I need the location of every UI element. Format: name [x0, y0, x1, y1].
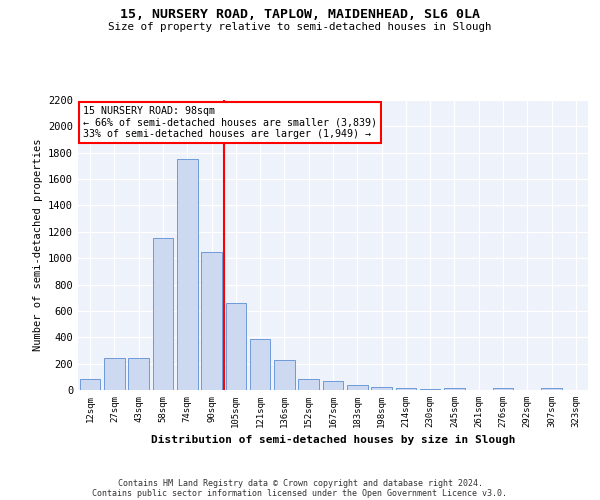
Text: 15, NURSERY ROAD, TAPLOW, MAIDENHEAD, SL6 0LA: 15, NURSERY ROAD, TAPLOW, MAIDENHEAD, SL… [120, 8, 480, 20]
Bar [493, 388, 514, 390]
Bar [152, 238, 173, 390]
Bar [395, 388, 416, 390]
Bar [201, 252, 222, 390]
Bar [128, 358, 149, 390]
Bar [80, 380, 100, 390]
Bar [347, 386, 368, 390]
Bar [274, 360, 295, 390]
X-axis label: Distribution of semi-detached houses by size in Slough: Distribution of semi-detached houses by … [151, 436, 515, 446]
Bar [226, 303, 246, 390]
Bar [177, 160, 197, 390]
Bar [250, 338, 271, 390]
Text: 15 NURSERY ROAD: 98sqm
← 66% of semi-detached houses are smaller (3,839)
33% of : 15 NURSERY ROAD: 98sqm ← 66% of semi-det… [83, 106, 377, 139]
Bar [298, 380, 319, 390]
Bar [444, 388, 465, 390]
Y-axis label: Number of semi-detached properties: Number of semi-detached properties [32, 138, 43, 352]
Text: Contains HM Land Registry data © Crown copyright and database right 2024.: Contains HM Land Registry data © Crown c… [118, 478, 482, 488]
Bar [541, 388, 562, 390]
Bar [371, 388, 392, 390]
Bar [323, 381, 343, 390]
Text: Contains public sector information licensed under the Open Government Licence v3: Contains public sector information licen… [92, 488, 508, 498]
Bar [420, 388, 440, 390]
Text: Size of property relative to semi-detached houses in Slough: Size of property relative to semi-detach… [108, 22, 492, 32]
Bar [104, 358, 125, 390]
